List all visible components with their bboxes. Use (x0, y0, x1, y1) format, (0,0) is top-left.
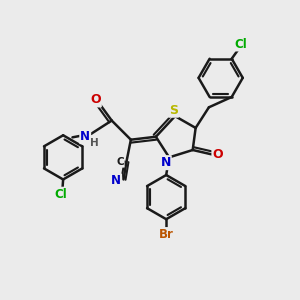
Text: O: O (90, 93, 101, 106)
Text: H: H (90, 138, 99, 148)
Text: N: N (111, 174, 121, 188)
Text: N: N (80, 130, 90, 143)
Text: Cl: Cl (234, 38, 247, 50)
Text: C: C (116, 157, 124, 167)
Text: Cl: Cl (54, 188, 67, 201)
Text: S: S (169, 104, 178, 117)
Text: Br: Br (159, 228, 174, 241)
Text: N: N (160, 156, 171, 169)
Text: O: O (212, 148, 223, 161)
